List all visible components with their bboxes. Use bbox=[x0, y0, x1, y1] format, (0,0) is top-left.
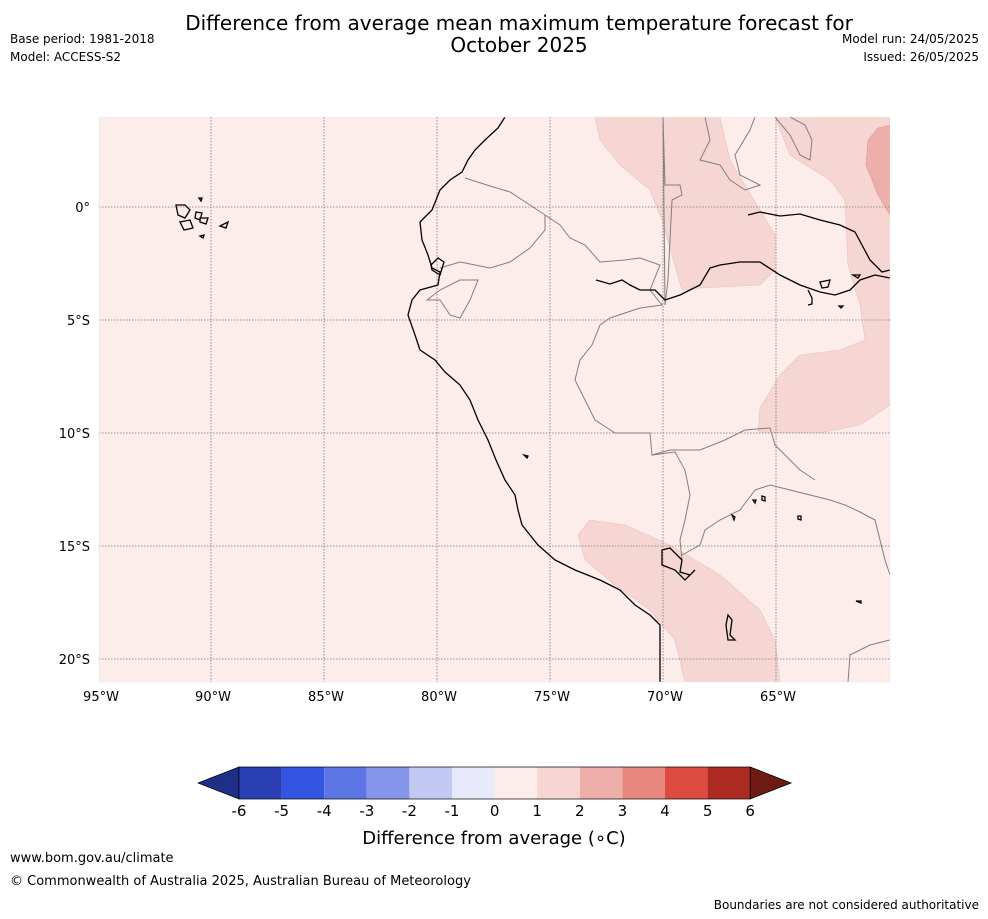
colorbar-tick-label: 2 bbox=[575, 802, 585, 820]
lon-label: 65°W bbox=[760, 690, 796, 705]
meta-right: Model run: 24/05/2025 Issued: 26/05/2025 bbox=[842, 30, 979, 66]
lon-label: 75°W bbox=[534, 690, 570, 705]
colorbar-segment bbox=[409, 767, 452, 799]
title-line-2: October 2025 bbox=[450, 33, 588, 57]
colorbar-tick-label: 6 bbox=[745, 802, 755, 820]
colorbar-tick-label: 5 bbox=[703, 802, 713, 820]
lat-label: 5°S bbox=[67, 314, 90, 329]
footer-copyright: © Commonwealth of Australia 2025, Austra… bbox=[10, 874, 471, 889]
lon-label: 85°W bbox=[308, 690, 344, 705]
colorbar-arrow-high bbox=[749, 766, 793, 800]
colorbar-segment bbox=[494, 767, 538, 799]
country-borders bbox=[425, 117, 890, 682]
colorbar-segment bbox=[324, 767, 367, 799]
anomaly-region-1-2 bbox=[757, 117, 890, 434]
colorbar-tick-label: -1 bbox=[445, 802, 460, 820]
footer-url: www.bom.gov.au/climate bbox=[10, 851, 174, 866]
colorbar-segment bbox=[281, 767, 325, 799]
map-title: Difference from average mean maximum tem… bbox=[0, 12, 988, 56]
colorbar-tick-label: 4 bbox=[660, 802, 670, 820]
lon-label: 70°W bbox=[647, 690, 683, 705]
colorbar-segment bbox=[665, 767, 708, 799]
colorbar-tick-label: -2 bbox=[402, 802, 417, 820]
lat-label: 10°S bbox=[59, 427, 90, 442]
model-name: Model: ACCESS-S2 bbox=[10, 50, 122, 64]
lon-label: 90°W bbox=[195, 690, 231, 705]
colorbar-label: Difference from average (∘C) bbox=[362, 828, 626, 849]
model-run: Model run: 24/05/2025 bbox=[841, 32, 979, 46]
colorbar-segment bbox=[452, 767, 495, 799]
title-line-1: Difference from average mean maximum tem… bbox=[185, 11, 853, 35]
colorbar-tick-label: -4 bbox=[317, 802, 332, 820]
base-period: Base period: 1981-2018 bbox=[10, 32, 155, 46]
colorbar-ticks: -6 -5 -4 -3 -2 -1 0 1 2 3 4 5 6 bbox=[232, 802, 755, 820]
colorbar-tick-label: 0 bbox=[490, 802, 500, 820]
issued-date: Issued: 26/05/2025 bbox=[863, 50, 979, 64]
longitude-labels: 95°W 90°W 85°W 80°W 75°W 70°W 65°W bbox=[83, 690, 796, 705]
colorbar-arrow-low bbox=[197, 766, 240, 800]
coastline bbox=[175, 117, 890, 682]
colorbar-tick-label: 1 bbox=[532, 802, 542, 820]
map-frame bbox=[98, 116, 891, 683]
lon-label: 80°W bbox=[421, 690, 457, 705]
colorbar-tick-label: -5 bbox=[274, 802, 289, 820]
colorbar-segment bbox=[622, 767, 665, 799]
colorbar-segment bbox=[239, 767, 282, 799]
latitude-labels: 0° 5°S 10°S 15°S 20°S bbox=[59, 201, 90, 668]
gridlines bbox=[99, 117, 890, 682]
lon-label: 95°W bbox=[83, 690, 119, 705]
meta-left: Base period: 1981-2018 Model: ACCESS-S2 bbox=[10, 30, 155, 66]
colorbar-segment bbox=[537, 767, 580, 799]
colorbar-segment bbox=[366, 767, 410, 799]
colorbar bbox=[197, 766, 793, 800]
anomaly-region-2-3 bbox=[865, 124, 890, 216]
colorbar-tick-label: -6 bbox=[232, 802, 247, 820]
colorbar-frame bbox=[238, 766, 751, 800]
lat-label: 15°S bbox=[59, 540, 90, 555]
lat-label: 0° bbox=[75, 201, 90, 216]
footer-disclaimer: Boundaries are not considered authoritat… bbox=[713, 898, 979, 912]
colorbar-segment bbox=[579, 767, 623, 799]
anomaly-region-1-2 bbox=[577, 519, 781, 682]
colorbar-tick-label: -3 bbox=[359, 802, 374, 820]
lat-label: 20°S bbox=[59, 653, 90, 668]
colorbar-segment bbox=[707, 767, 751, 799]
colorbar-tick-label: 3 bbox=[618, 802, 628, 820]
